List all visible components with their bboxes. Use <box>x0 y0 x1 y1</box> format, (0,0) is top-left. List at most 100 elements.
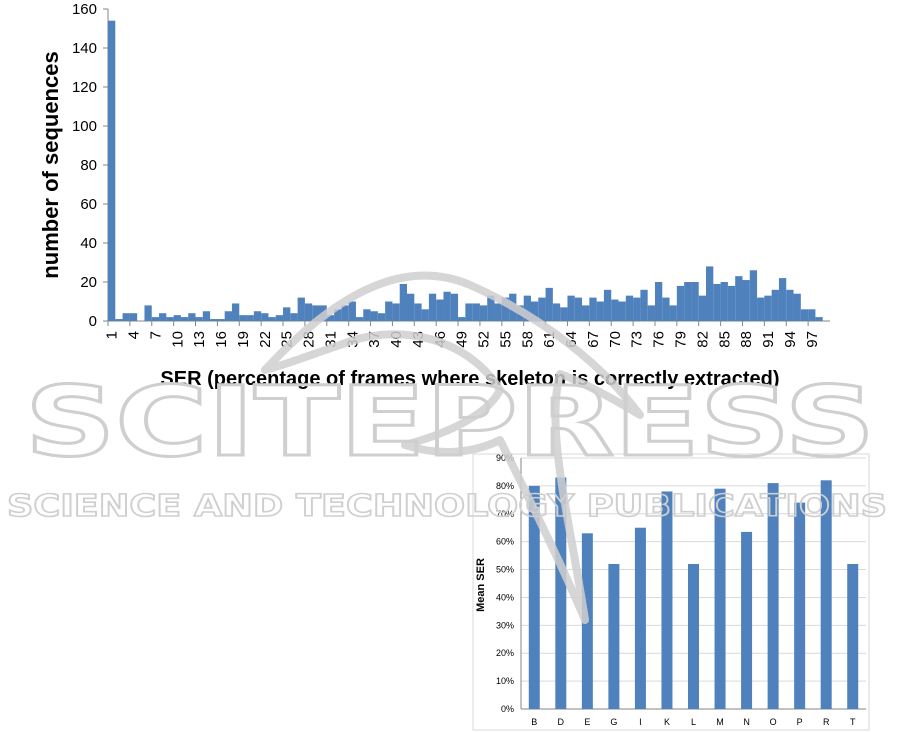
histogram-bar <box>727 285 736 321</box>
y-tick-label: 20% <box>496 648 514 658</box>
x-tick-label: 97 <box>804 331 821 348</box>
x-tick-label: L <box>691 717 696 727</box>
mean-ser-bar <box>847 563 859 709</box>
histogram-bar <box>735 276 743 321</box>
y-tick-label: 40% <box>496 592 514 602</box>
histogram-bar <box>239 315 247 321</box>
histogram-bar <box>465 303 473 321</box>
y-tick-label: 100 <box>72 118 97 135</box>
histogram-bar <box>749 270 758 321</box>
histogram-bar <box>290 313 298 321</box>
x-tick-label: 43 <box>410 331 427 348</box>
y-tick-label: 30% <box>496 620 514 630</box>
histogram-bar <box>691 282 699 321</box>
histogram-bar <box>582 305 590 321</box>
histogram-bar <box>706 266 714 321</box>
x-tick-label: 85 <box>716 331 733 348</box>
histogram-bar <box>428 293 437 321</box>
histogram-bar <box>231 303 240 321</box>
x-tick-label: T <box>850 717 856 727</box>
y-tick-label: 120 <box>72 79 97 96</box>
x-axis-title: SER (percentage of frames where skeleton… <box>160 368 779 390</box>
histogram-bar <box>552 303 561 321</box>
mean-ser-bar <box>555 477 567 709</box>
x-tick-label: G <box>610 717 617 727</box>
histogram-bar <box>385 301 393 321</box>
histogram-bar <box>720 282 728 321</box>
histogram-bar <box>129 313 138 321</box>
histogram-bar <box>545 287 553 321</box>
histogram-bar <box>377 313 386 321</box>
histogram-bar <box>669 305 677 321</box>
histogram-bar <box>771 289 779 321</box>
histogram-bar <box>159 313 167 321</box>
x-tick-label: 82 <box>694 331 711 348</box>
x-tick-label: 67 <box>585 331 602 348</box>
x-tick-label: 76 <box>651 331 668 348</box>
histogram-ser-chart: 0 20 40 60 80 100 120 140 160 1 4 7 10 13 16 19 22 25 28 31… <box>38 1 830 390</box>
histogram-bar <box>458 317 466 321</box>
histogram-bar <box>304 303 313 321</box>
y-tick-label: 70% <box>496 509 514 519</box>
y-tick-label: 20 <box>80 274 97 291</box>
mean-ser-bar <box>581 533 593 709</box>
x-tick-label: 10 <box>169 331 186 348</box>
mean-ser-bar <box>608 563 620 709</box>
x-tick-label: 49 <box>454 331 471 348</box>
x-tick-label: 1 <box>104 331 121 339</box>
x-tick-label: 55 <box>497 331 514 348</box>
histogram-bar <box>523 295 531 321</box>
mean-ser-bar <box>714 488 726 709</box>
y-tick-label: 60% <box>496 537 514 547</box>
x-tick-label: 28 <box>301 331 318 348</box>
y-axis-title: number of sequences <box>38 51 63 278</box>
x-tick-label: 88 <box>738 331 755 348</box>
y-tick-label: 10% <box>496 676 514 686</box>
x-tick-label: N <box>743 717 750 727</box>
histogram-bar <box>516 305 524 321</box>
y-tick-label: 50% <box>496 565 514 575</box>
x-tick-label: R <box>823 717 830 727</box>
histogram-bar <box>115 319 123 321</box>
histogram-bar <box>450 293 459 321</box>
histogram-bar <box>348 301 356 321</box>
histogram-bar <box>808 309 816 321</box>
histogram-bar <box>144 305 152 321</box>
mean-ser-bar <box>661 491 673 709</box>
histogram-bar <box>210 319 218 321</box>
mean-ser-bar <box>741 531 753 709</box>
histogram-bar <box>603 289 612 321</box>
histogram-bar <box>574 297 583 321</box>
histogram-bar <box>596 301 604 321</box>
histogram-bar <box>122 313 130 321</box>
histogram-bar <box>261 313 269 321</box>
mean-ser-chart: 0% 10% 20% 30% 40% 50% 60% 70% 80% 90% B D E G I K L M N O P… <box>472 453 870 731</box>
y-tick-label: 160 <box>72 1 97 18</box>
histogram-bar <box>654 282 663 321</box>
x-tick-label: 37 <box>366 331 383 348</box>
x-tick-label: E <box>584 717 590 727</box>
mean-ser-bar <box>767 483 779 709</box>
histogram-bar <box>793 293 801 321</box>
histogram-bar <box>421 309 429 321</box>
x-tick-label: 64 <box>563 331 580 348</box>
histogram-bar <box>472 303 480 321</box>
histogram-bar <box>640 289 648 321</box>
y-tick-label: 0 <box>89 313 97 330</box>
histogram-bar <box>399 283 408 321</box>
histogram-bar <box>698 295 707 321</box>
histogram-bar <box>479 305 488 321</box>
x-tick-label: 70 <box>607 331 624 348</box>
y-tick-label: 80% <box>496 481 514 491</box>
histogram-bar <box>173 315 181 321</box>
x-tick-label: 19 <box>235 331 252 348</box>
histogram-bar <box>268 317 276 321</box>
histogram-bar <box>684 282 692 321</box>
histogram-bar <box>494 303 502 321</box>
mean-ser-bar <box>634 527 646 709</box>
histogram-bar <box>764 295 772 321</box>
histogram-bar <box>407 293 415 321</box>
mean-ser-bar <box>794 502 806 709</box>
histogram-bar <box>355 317 364 321</box>
